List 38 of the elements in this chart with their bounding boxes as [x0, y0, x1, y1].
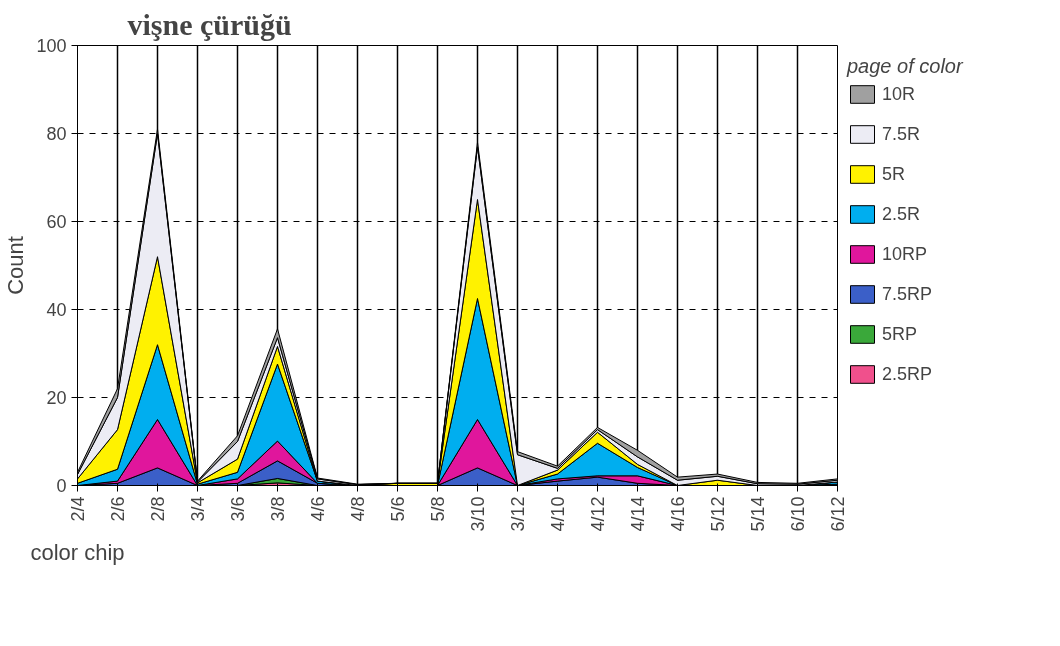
- y-tick-label: 20: [46, 388, 67, 408]
- x-tick-label: 4/6: [307, 496, 328, 522]
- legend-label: 2.5RP: [882, 363, 933, 385]
- x-tick-label: 3/10: [467, 496, 488, 532]
- x-tick-label: 4/16: [667, 496, 688, 532]
- legend-title: page of color: [847, 55, 963, 78]
- x-tick-label: 2/8: [147, 496, 168, 522]
- x-tick-label: 2/4: [67, 496, 88, 522]
- legend-label: 2.5R: [882, 203, 921, 225]
- y-tick-label: 80: [46, 124, 67, 144]
- x-tick-label: 4/8: [347, 496, 368, 522]
- y-axis-title: Count: [3, 236, 29, 295]
- legend-label: 10RP: [882, 243, 928, 265]
- legend-label: 7.5RP: [882, 283, 933, 305]
- y-tick-label: 100: [36, 36, 67, 56]
- x-tick-label: 4/10: [547, 496, 568, 532]
- legend-label: 7.5R: [882, 123, 921, 145]
- legend-label: 10R: [882, 83, 916, 105]
- x-tick-label: 6/10: [787, 496, 808, 532]
- x-tick-label: 5/8: [427, 496, 448, 522]
- y-tick-label: 40: [46, 300, 67, 320]
- x-tick-label: 6/12: [827, 496, 848, 532]
- x-tick-label: 5/14: [747, 496, 768, 532]
- x-tick-label: 2/6: [107, 496, 128, 522]
- x-tick-label: 5/6: [387, 496, 408, 522]
- y-tick-label: 0: [56, 476, 67, 496]
- x-tick-label: 3/12: [507, 496, 528, 532]
- chart-title: vişne çürüğü: [127, 7, 292, 41]
- y-tick-label: 60: [46, 212, 67, 232]
- x-tick-label: 4/14: [627, 496, 648, 532]
- x-tick-label: 3/6: [227, 496, 248, 522]
- legend-label: 5R: [882, 163, 906, 185]
- x-tick-label: 3/4: [187, 496, 208, 522]
- x-tick-label: 5/12: [707, 496, 728, 532]
- x-tick-label: 4/12: [587, 496, 608, 532]
- x-axis-title: color chip: [30, 539, 125, 565]
- x-tick-label: 3/8: [267, 496, 288, 522]
- legend-label: 5RP: [882, 323, 918, 345]
